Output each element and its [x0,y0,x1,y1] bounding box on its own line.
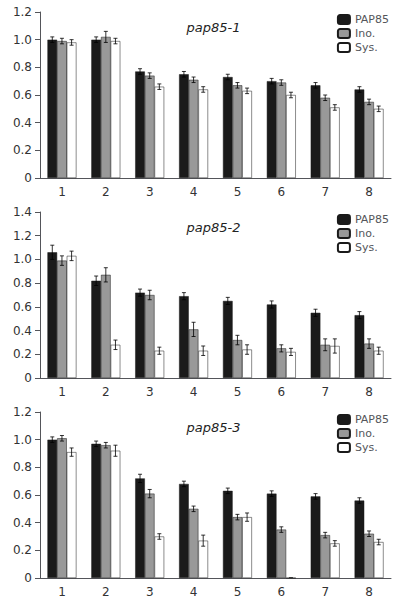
svg-text:0.4: 0.4 [13,516,32,530]
svg-text:0.6: 0.6 [13,488,32,502]
svg-text:pap85-1: pap85-1 [185,20,240,35]
svg-text:8: 8 [365,185,373,199]
svg-text:8: 8 [365,385,373,399]
svg-text:Sys.: Sys. [355,441,378,454]
svg-text:1: 1 [58,385,66,399]
svg-text:7: 7 [321,185,329,199]
svg-text:6: 6 [277,385,285,399]
svg-text:0.4: 0.4 [13,116,32,130]
svg-text:0.8: 0.8 [13,460,32,474]
svg-text:0.6: 0.6 [13,300,32,314]
svg-text:6: 6 [277,585,285,599]
svg-text:4: 4 [190,185,198,199]
svg-text:0: 0 [24,371,32,385]
svg-text:0.2: 0.2 [13,543,32,557]
svg-text:Ino.: Ino. [355,227,375,240]
svg-text:0: 0 [24,171,32,185]
svg-text:7: 7 [321,585,329,599]
svg-text:3: 3 [146,185,154,199]
svg-text:0.2: 0.2 [13,347,32,361]
svg-text:1.2: 1.2 [13,5,32,19]
svg-text:0.6: 0.6 [13,88,32,102]
svg-text:1.2: 1.2 [13,405,32,419]
svg-text:1: 1 [58,585,66,599]
svg-text:2: 2 [102,185,110,199]
svg-text:0.4: 0.4 [13,324,32,338]
svg-text:2: 2 [102,585,110,599]
svg-text:5: 5 [234,585,242,599]
svg-text:5: 5 [234,185,242,199]
svg-text:1: 1 [58,185,66,199]
svg-text:PAP85: PAP85 [355,413,389,426]
svg-text:Ino.: Ino. [355,427,375,440]
svg-text:2: 2 [102,385,110,399]
svg-text:PAP85: PAP85 [355,13,389,26]
svg-text:0.8: 0.8 [13,276,32,290]
svg-text:3: 3 [146,585,154,599]
svg-text:pap85-2: pap85-2 [185,220,240,235]
svg-text:6: 6 [277,185,285,199]
svg-text:Sys.: Sys. [355,41,378,54]
svg-text:0.2: 0.2 [13,143,32,157]
svg-text:Ino.: Ino. [355,27,375,40]
svg-text:4: 4 [190,585,198,599]
svg-text:PAP85: PAP85 [355,213,389,226]
svg-text:5: 5 [234,385,242,399]
svg-text:1.0: 1.0 [13,433,32,447]
svg-text:3: 3 [146,385,154,399]
svg-text:1.0: 1.0 [13,33,32,47]
svg-text:7: 7 [321,385,329,399]
svg-text:1.2: 1.2 [13,229,32,243]
svg-text:8: 8 [365,585,373,599]
svg-text:0: 0 [24,571,32,585]
svg-text:4: 4 [190,385,198,399]
svg-text:1.0: 1.0 [13,252,32,266]
svg-text:pap85-3: pap85-3 [185,420,240,435]
svg-text:0.8: 0.8 [13,60,32,74]
svg-text:Sys.: Sys. [355,241,378,254]
svg-text:1.4: 1.4 [13,205,32,219]
